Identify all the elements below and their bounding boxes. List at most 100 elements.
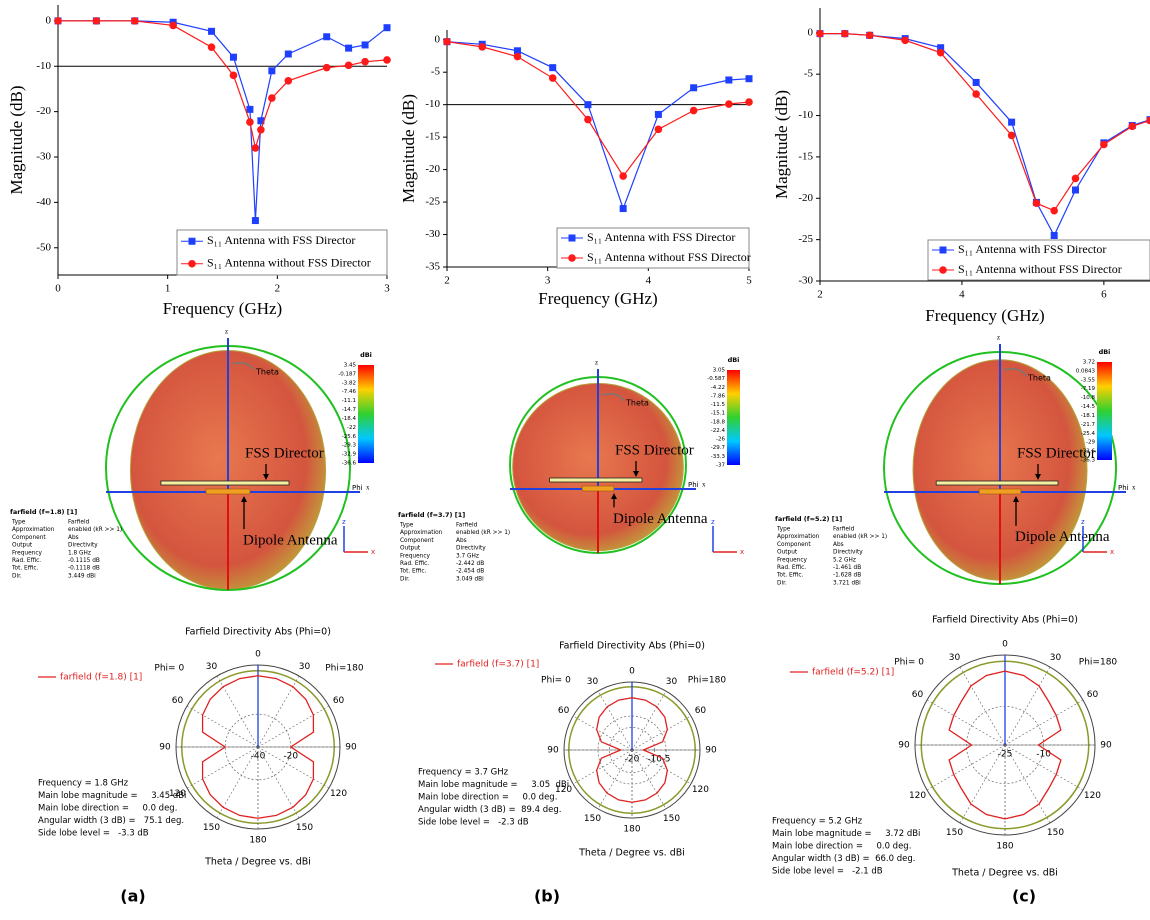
- theta-tick-label: 30: [299, 662, 311, 672]
- theta-tick-label: 90: [159, 743, 171, 753]
- marker: [513, 52, 522, 61]
- legend-label: S₁₁ Antenna with FSS Director: [207, 233, 355, 247]
- info-line: Main lobe direction = 0.0 deg.: [38, 804, 177, 814]
- info-value: 3.721 dBi: [833, 580, 861, 586]
- info-value: Abs: [833, 542, 844, 548]
- colorbar-label: -25.4: [1081, 431, 1096, 437]
- r-tick-label: -10: [1036, 750, 1051, 760]
- icon-label: x: [740, 548, 744, 556]
- theta-tick-label: 30: [1050, 653, 1062, 663]
- marker: [619, 172, 627, 180]
- y-axis-label: Magnitude (dB): [399, 94, 418, 203]
- arrow-head: [241, 496, 247, 502]
- marker: [745, 98, 753, 106]
- colorbar: [358, 365, 374, 463]
- r-tick-label: -10: [647, 755, 662, 765]
- theta-grid: [1004, 666, 1051, 746]
- panel-label: (b): [534, 887, 560, 906]
- marker: [901, 36, 909, 45]
- theta-grid: [597, 690, 633, 751]
- theta-grid: [1004, 744, 1051, 824]
- info-value: 3.049 dBi: [456, 576, 484, 582]
- chart-title: Farfield Directivity Abs (Phi=0): [185, 627, 331, 638]
- colorbar-label: 3.05: [713, 368, 726, 374]
- marker: [745, 75, 753, 83]
- phi-label: Phi=180: [688, 676, 727, 686]
- theta-grid: [959, 744, 1006, 824]
- info-key: Rad. Effic.: [777, 565, 806, 571]
- marker: [268, 67, 276, 75]
- legend-marker: [568, 234, 576, 242]
- legend-label: S₁₁ Antenna without FSS Director: [958, 262, 1122, 276]
- info-key: Output: [12, 543, 33, 549]
- marker: [1050, 206, 1058, 215]
- marker: [936, 48, 945, 57]
- marker: [443, 37, 451, 46]
- info-value: -2.442 dB: [456, 561, 484, 567]
- info-key: Component: [400, 538, 434, 544]
- phi-label: Phi=180: [325, 664, 364, 674]
- axis-label: Phi: [1118, 484, 1129, 492]
- theta-grid: [631, 749, 667, 810]
- theta-grid: [257, 746, 330, 789]
- icon-label: z: [1081, 518, 1085, 526]
- info-value: enabled (kR >> 1): [833, 534, 887, 540]
- colorbar-label: -36.6: [342, 461, 357, 467]
- colorbar-label: -21.7: [1081, 422, 1096, 428]
- colorbar-label: -7.19: [1081, 386, 1096, 392]
- legend-marker: [188, 237, 196, 245]
- marker: [654, 125, 663, 134]
- x-axis-label: Theta / Degree vs. dBi: [951, 868, 1058, 879]
- theta-arrow: [231, 362, 255, 371]
- arrow-head: [1035, 474, 1041, 480]
- legend-marker: [939, 246, 947, 254]
- marker: [1007, 131, 1016, 140]
- colorbar: [727, 370, 740, 465]
- y-tick-label: -40: [36, 196, 51, 208]
- y-tick-label: -35: [425, 261, 440, 273]
- pattern-line: [631, 697, 669, 803]
- marker: [323, 33, 331, 41]
- marker: [246, 118, 254, 126]
- info-key: Output: [400, 546, 421, 552]
- panel-label: (c): [1012, 887, 1036, 906]
- marker: [207, 43, 216, 52]
- y-tick-label: -5: [431, 66, 441, 78]
- x-tick-label: 3: [384, 283, 390, 295]
- marker: [1071, 174, 1080, 183]
- y-tick-label: -20: [425, 163, 440, 175]
- y-tick-label: -30: [425, 228, 440, 240]
- x-axis-label: Theta / Degree vs. dBi: [204, 857, 311, 868]
- theta-tick-label: 120: [909, 791, 926, 801]
- arrow-head: [633, 471, 639, 477]
- marker: [654, 110, 662, 118]
- marker: [251, 217, 259, 225]
- info-key: Rad. Effic.: [400, 561, 429, 567]
- marker: [478, 43, 487, 51]
- info-key: Frequency: [400, 553, 431, 559]
- theta-tick-label: 120: [330, 789, 347, 799]
- info-title: farfield (f=5.2) [1]: [775, 515, 842, 523]
- colorbar-label: -3.82: [342, 380, 356, 386]
- colorbar-label: -4.22: [711, 385, 725, 391]
- colorbar-label: -29.3: [342, 443, 357, 449]
- legend-label: S₁₁ Antenna with FSS Director: [958, 242, 1106, 256]
- info-value: enabled (kR >> 1): [68, 527, 122, 533]
- colorbar-label: -14.7: [342, 407, 357, 413]
- x-tick-label: 0: [55, 283, 61, 295]
- phi-label: Phi= 0: [541, 676, 571, 686]
- pattern-line: [1004, 670, 1062, 820]
- annotation: Dipole Antenna: [1015, 529, 1110, 545]
- theta-arrow: [1003, 368, 1027, 377]
- theta-tick-label: 90: [705, 746, 717, 756]
- legend-label: farfield (f=5.2) [1]: [812, 668, 894, 678]
- theta-tick-label: 90: [1100, 741, 1112, 751]
- annotation: Dipole Antenna: [613, 511, 708, 527]
- theta-tick-label: 120: [555, 785, 572, 795]
- info-line: Angular width (3 dB) = 66.0 deg.: [772, 854, 915, 864]
- info-line: Main lobe magnitude = 3.45 dBi: [38, 791, 186, 801]
- x-tick-label: 4: [646, 275, 652, 287]
- theta-grid: [959, 666, 1006, 746]
- theta-tick-label: 150: [663, 814, 680, 824]
- info-line: Main lobe magnitude = 3.05 dBi: [418, 780, 569, 790]
